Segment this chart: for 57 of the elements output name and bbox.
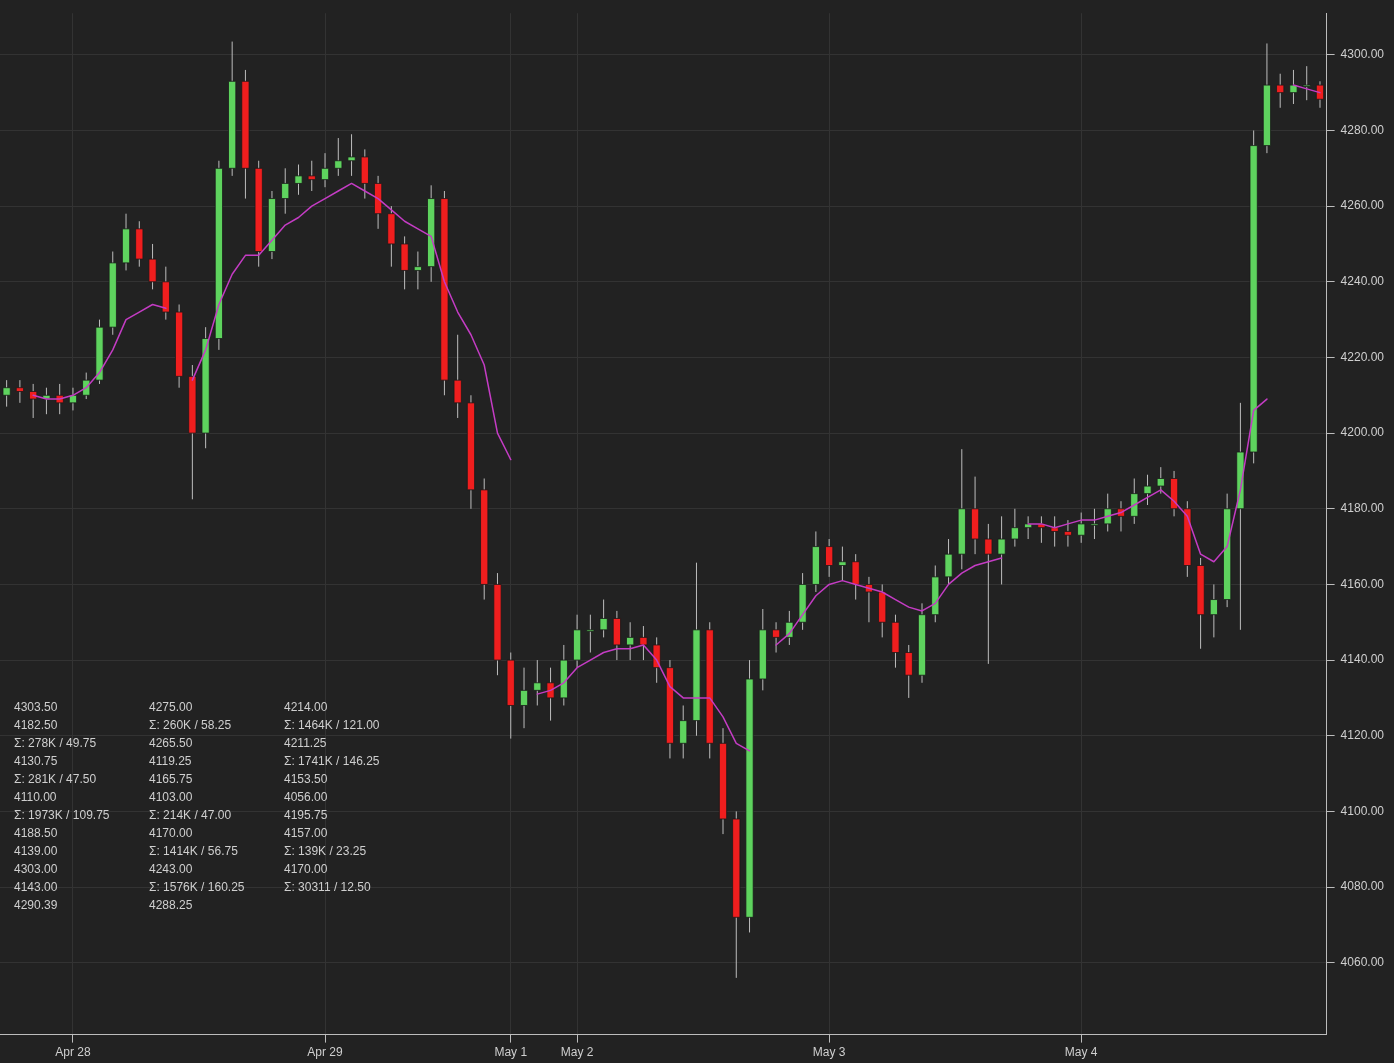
- x-tick-label: May 3: [812, 1045, 846, 1060]
- annotation: 4153.50: [284, 772, 329, 786]
- y-tick-label: 4080.00: [1340, 879, 1385, 894]
- y-tick-label: 4180.00: [1340, 501, 1385, 516]
- annotation: Σ: 278K / 49.75: [14, 736, 98, 750]
- y-tick-label: 4300.00: [1340, 47, 1385, 62]
- annotation: 4170.00: [284, 862, 329, 876]
- annotation: 4056.00: [284, 790, 329, 804]
- annotation: Σ: 260K / 58.25: [149, 718, 233, 732]
- annotation: 4165.75: [149, 772, 194, 786]
- x-tick-label: Apr 28: [55, 1045, 91, 1060]
- annotation: Σ: 214K / 47.00: [149, 808, 233, 822]
- annotation: Σ: 1973K / 109.75: [14, 808, 111, 822]
- annotation: Σ: 1414K / 56.75: [149, 844, 239, 858]
- candlestick: [1090, 508, 1099, 540]
- y-tick-label: 4240.00: [1340, 274, 1385, 289]
- annotation: 4265.50: [149, 736, 194, 750]
- y-tick-label: 4260.00: [1340, 198, 1385, 213]
- candlestick: [838, 546, 847, 582]
- annotation: 4103.00: [149, 790, 194, 804]
- x-tick-label: Apr 29: [307, 1045, 344, 1060]
- annotation: 4211.25: [284, 736, 328, 750]
- y-tick-label: 4280.00: [1340, 122, 1385, 137]
- candlestick: [294, 164, 303, 196]
- annotation: 4275.00: [149, 700, 194, 714]
- y-tick-label: 4160.00: [1340, 576, 1385, 591]
- x-tick-label: May 1: [494, 1045, 528, 1060]
- annotation: 4188.50: [14, 826, 59, 840]
- annotation: 4303.00: [14, 862, 59, 876]
- annotation: Σ: 1576K / 160.25: [149, 880, 246, 894]
- annotation: 4288.25: [149, 898, 194, 912]
- x-tick-label: May 2: [560, 1045, 594, 1060]
- annotation: 4290.39: [14, 898, 59, 912]
- y-tick-label: 4220.00: [1340, 349, 1385, 364]
- y-tick-label: 4140.00: [1340, 652, 1385, 667]
- annotation: 4182.50: [14, 718, 59, 732]
- x-tick-label: May 4: [1064, 1045, 1098, 1060]
- annotation: 4243.00: [149, 862, 194, 876]
- annotation: 4143.00: [14, 880, 59, 894]
- y-tick-label: 4060.00: [1340, 955, 1385, 970]
- annotation: 4170.00: [149, 826, 194, 840]
- annotation: 4195.75: [284, 808, 329, 822]
- annotation: 4214.00: [284, 700, 329, 714]
- annotation: 4119.25: [149, 754, 193, 768]
- annotation: Σ: 281K / 47.50: [14, 772, 98, 786]
- annotation: Σ: 1741K / 146.25: [284, 754, 381, 768]
- annotation: 4157.00: [284, 826, 329, 840]
- y-tick-label: 4200.00: [1340, 425, 1385, 440]
- y-tick-label: 4120.00: [1340, 728, 1385, 743]
- annotation: Σ: 139K / 23.25: [284, 844, 368, 858]
- annotation: 4139.00: [14, 844, 59, 858]
- annotation: 4130.75: [14, 754, 59, 768]
- y-tick-label: 4100.00: [1340, 803, 1385, 818]
- annotation: Σ: 1464K / 121.00: [284, 718, 381, 732]
- annotation: Σ: 30311 / 12.50: [284, 880, 372, 894]
- annotation: 4110.00: [14, 790, 58, 804]
- annotation: 4303.50: [14, 700, 59, 714]
